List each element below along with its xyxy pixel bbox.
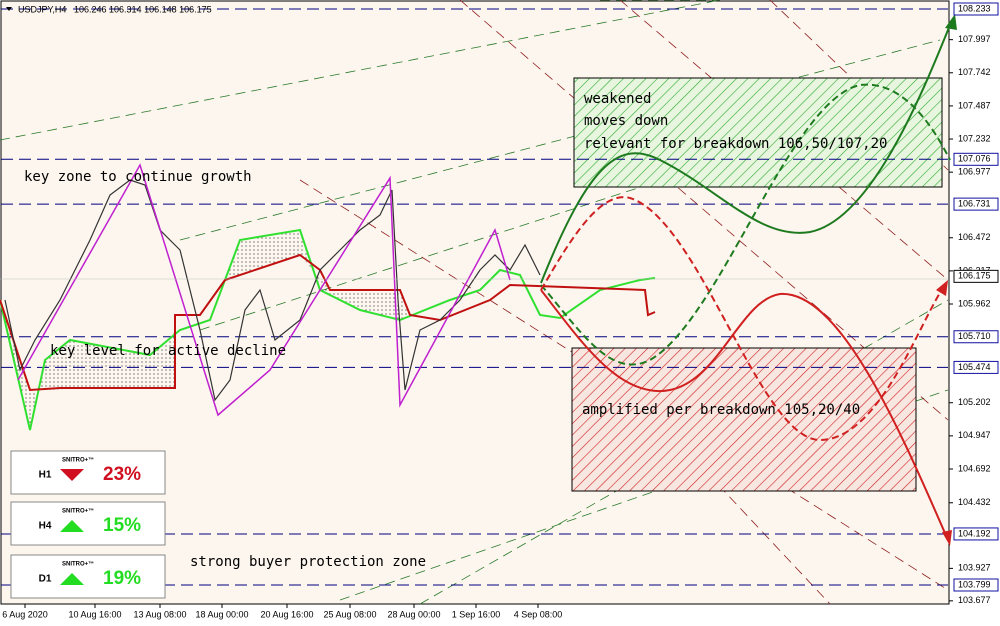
- time-label: 4 Sep 08:00: [514, 609, 563, 619]
- panel-brand: SNITRO+™: [62, 457, 94, 464]
- price-label: 107.742: [958, 67, 991, 77]
- level-label: 107.076: [958, 154, 991, 164]
- panel: [10, 501, 166, 546]
- level-label: 104.192: [958, 528, 991, 538]
- panel-timeframe: H1: [39, 470, 52, 481]
- base-line: [0, 253, 656, 392]
- level-box: [953, 527, 999, 541]
- price-label: 105.202: [958, 397, 991, 407]
- panel-brand: SNITRO+™: [62, 508, 94, 515]
- time-label: 20 Aug 16:00: [260, 609, 313, 619]
- price-label: 103.677: [958, 595, 991, 605]
- panel-brand: SNITRO+™: [62, 561, 94, 568]
- time-label: 10 Aug 16:00: [68, 609, 121, 619]
- time-label: 13 Aug 08:00: [133, 609, 186, 619]
- time-axis: 6 Aug 2020 10 Aug 16:00 13 Aug 08:00 18 Aug…: [2, 604, 562, 619]
- cloud: [225, 230, 410, 320]
- price-label: 105.962: [958, 298, 991, 308]
- span-line: [0, 228, 656, 431]
- panel: [10, 450, 166, 495]
- time-label: 28 Aug 00:00: [387, 609, 440, 619]
- indicator-panels: H1 SNITRO+™ 23% H4 SNITRO+™ 15% D1 SNITRO+™ 19%: [10, 450, 166, 599]
- panel-value: 23%: [103, 464, 141, 485]
- header-ohlc: 106.246 106.314 106.148 106.175: [74, 4, 212, 14]
- level-label: 105.474: [958, 362, 991, 372]
- level-box: [953, 360, 999, 374]
- level-box: [953, 2, 999, 16]
- price-line: [4, 179, 541, 402]
- level-box: [953, 578, 999, 592]
- panel-value: 15%: [103, 515, 141, 536]
- level-lines: [1, 8, 948, 586]
- level-label: 105.710: [958, 331, 991, 341]
- header-symbol: USDJPY,H4: [18, 4, 66, 14]
- panel-arrow: [60, 573, 84, 585]
- header-arrow: [6, 7, 12, 11]
- level-label: 106.175: [958, 271, 991, 281]
- level-label: 108.233: [958, 3, 991, 13]
- price-label: 106.472: [958, 232, 991, 242]
- price-label: 104.432: [958, 497, 991, 507]
- annotation: strong buyer protection zone: [190, 554, 426, 570]
- time-label: 1 Sep 16:00: [452, 609, 501, 619]
- zone-text: moves down: [584, 113, 668, 129]
- time-label: 6 Aug 2020: [2, 609, 48, 619]
- price-label: 107.232: [958, 133, 991, 143]
- time-label: 18 Aug 00:00: [195, 609, 248, 619]
- panel-arrow: [60, 520, 84, 532]
- price-label: 104.947: [958, 430, 991, 440]
- level-box: [953, 197, 999, 211]
- level-label: 106.731: [958, 198, 991, 208]
- zigzag: [17, 163, 511, 417]
- panel-timeframe: D1: [39, 574, 52, 585]
- zone-text: relevant for breakdown 106,50/107,20: [584, 136, 887, 152]
- panel-timeframe: H4: [39, 521, 52, 532]
- forecast-paths: [540, 14, 957, 546]
- price-label: 107.487: [958, 100, 991, 110]
- cloud: [0, 300, 175, 430]
- zone-text: weakened: [584, 91, 651, 107]
- annotation: key zone to continue growth: [24, 169, 252, 185]
- time-label: 25 Aug 08:00: [323, 609, 376, 619]
- panel-value: 19%: [103, 568, 141, 589]
- price-label: 107.997: [958, 34, 991, 44]
- level-label: 103.799: [958, 579, 991, 589]
- price-label: 104.692: [958, 463, 991, 473]
- price-label: 103.927: [958, 563, 991, 573]
- red-zone: [571, 347, 917, 492]
- zone-text: amplified per breakdown 105,20/40: [582, 402, 860, 418]
- price-label: 106.977: [958, 167, 991, 177]
- level-box: [953, 152, 999, 166]
- annotation: key level for active decline: [50, 343, 286, 359]
- panel: [10, 554, 166, 599]
- level-box: [953, 330, 999, 344]
- level-box: [953, 269, 999, 283]
- panel-arrow: [60, 469, 84, 481]
- price-axis: 107.997 107.742 107.487 107.232 106.977 106.4…: [949, 2, 999, 605]
